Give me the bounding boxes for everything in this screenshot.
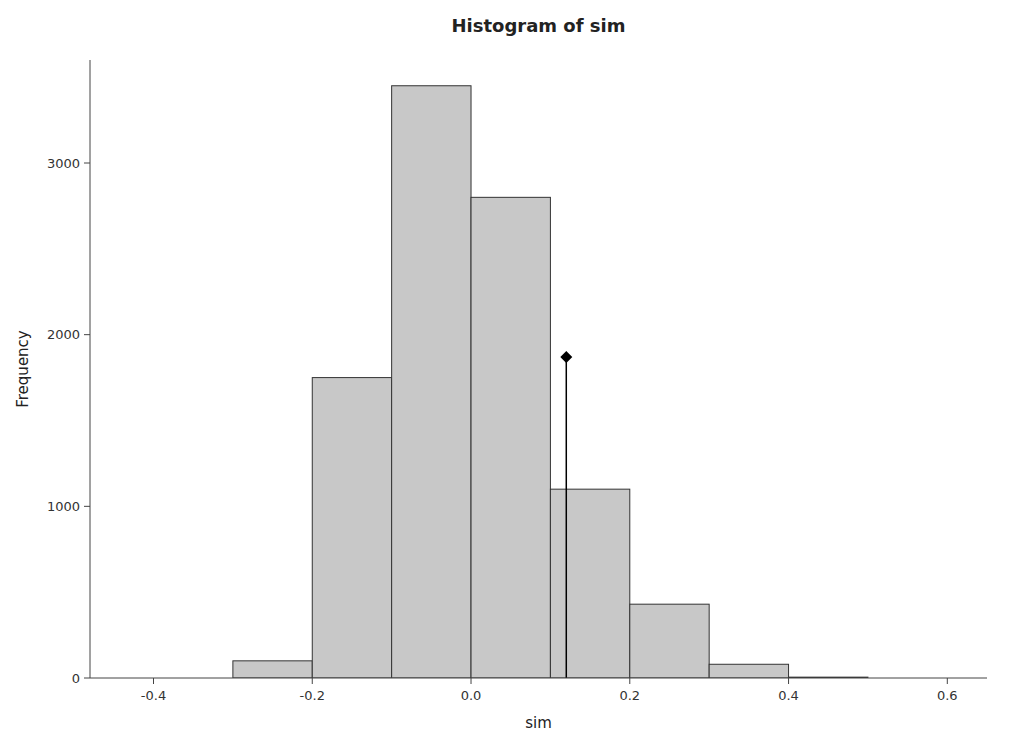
y-tick: [84, 334, 90, 335]
y-tick-label: 2000: [47, 327, 80, 342]
x-tick-label: 0.4: [778, 688, 799, 703]
x-tick: [471, 678, 472, 684]
plot-area: [233, 86, 868, 678]
histogram-bar: [550, 489, 629, 678]
y-tick: [84, 506, 90, 507]
x-tick: [947, 678, 948, 684]
x-tick: [788, 678, 789, 684]
histogram-bar: [392, 86, 471, 678]
histogram-bar: [630, 604, 709, 678]
x-tick-label: 0.0: [461, 688, 482, 703]
histogram-bar: [233, 661, 312, 678]
x-tick-label: 0.6: [937, 688, 958, 703]
observed-line: [566, 357, 568, 678]
x-axis-label: sim: [525, 714, 552, 732]
y-tick-label: 3000: [47, 156, 80, 171]
y-tick-label: 0: [72, 671, 80, 686]
histogram-bar: [709, 664, 788, 678]
y-axis-label: Frequency: [14, 330, 32, 408]
histogram-bar: [312, 378, 391, 678]
x-tick: [153, 678, 154, 684]
x-axis-line: [90, 678, 987, 679]
x-tick-label: -0.2: [300, 688, 325, 703]
x-tick: [312, 678, 313, 684]
x-tick-label: 0.2: [619, 688, 640, 703]
y-axis-line: [90, 60, 91, 678]
x-tick-label: -0.4: [141, 688, 166, 703]
y-tick-label: 1000: [47, 499, 80, 514]
y-tick: [84, 678, 90, 679]
chart: Histogram of sim -0.4 -0.2 0.0 0.2 0.4 0.6 0 100…: [0, 0, 1017, 753]
title: Histogram of sim: [452, 15, 626, 36]
histogram-bar: [471, 197, 550, 678]
x-tick: [629, 678, 630, 684]
y-tick: [84, 163, 90, 164]
observed-marker: [560, 351, 572, 363]
